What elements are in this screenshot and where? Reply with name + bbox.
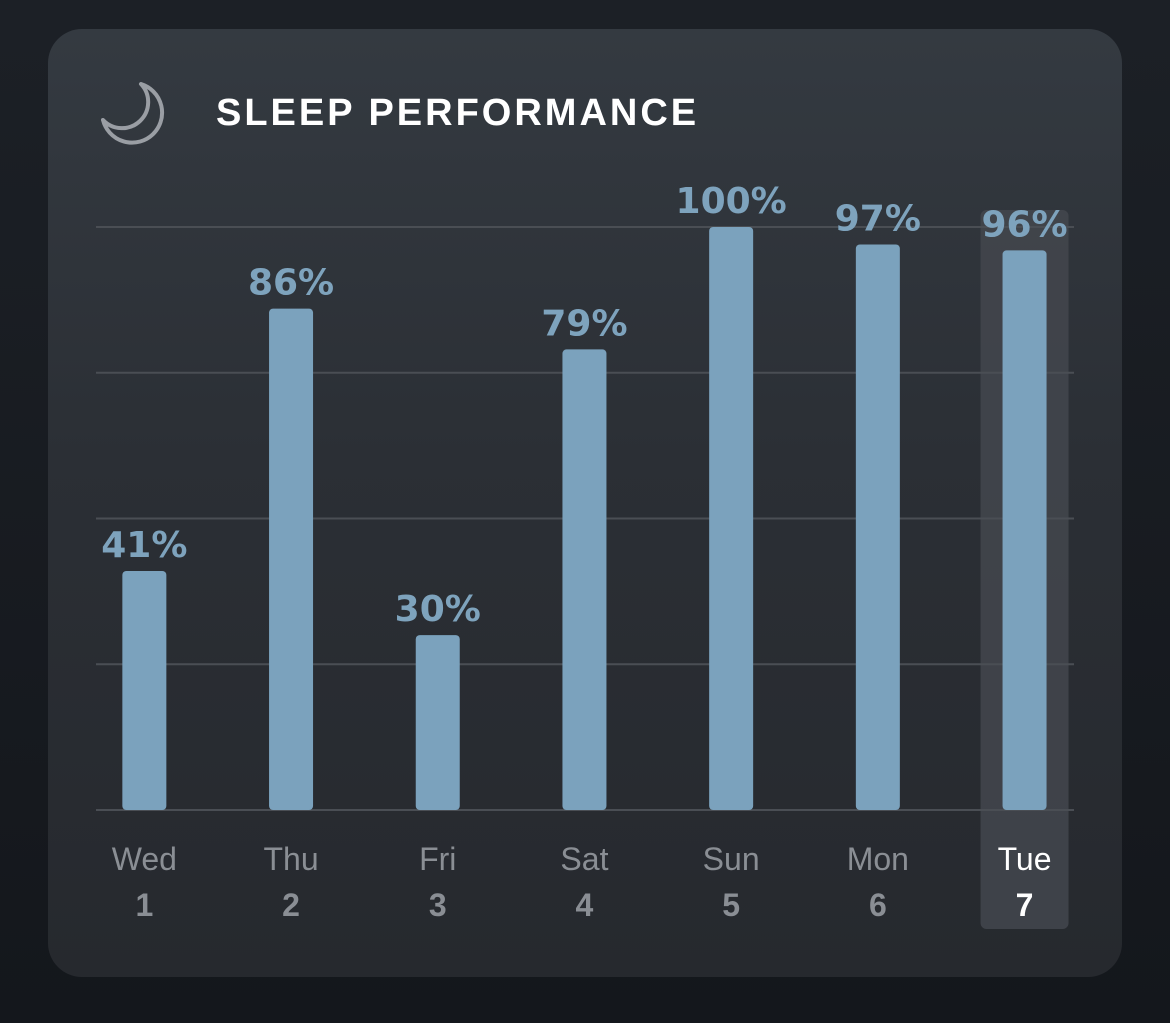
- moon-icon: [101, 82, 165, 145]
- bar-value-label: 41%: [101, 525, 187, 566]
- x-axis-date-label[interactable]: 5: [722, 887, 740, 923]
- bar-mon[interactable]: [855, 244, 900, 811]
- x-axis-day-label[interactable]: Wed: [112, 841, 177, 877]
- x-axis-date-label[interactable]: 2: [282, 887, 300, 923]
- x-axis-date-label[interactable]: 4: [576, 887, 594, 923]
- x-axis-date-label[interactable]: 6: [869, 887, 887, 923]
- x-axis-day-label[interactable]: Sun: [703, 841, 760, 877]
- bar-sun[interactable]: [709, 227, 754, 810]
- bar-value-label: 86%: [248, 263, 334, 304]
- x-axis-day-label[interactable]: Sat: [560, 841, 608, 877]
- bar-tue[interactable]: [1002, 250, 1047, 810]
- bar-sat[interactable]: [562, 349, 607, 810]
- bar-value-label: 96%: [981, 204, 1067, 245]
- bar-value-label: 79%: [541, 303, 627, 344]
- bar-value-label: 100%: [676, 181, 787, 222]
- x-axis-day-label[interactable]: Tue: [998, 841, 1052, 877]
- bar-wed[interactable]: [122, 570, 167, 810]
- x-axis-date-label[interactable]: 3: [429, 887, 447, 923]
- bar-value-label: 97%: [835, 198, 921, 239]
- bar-thu[interactable]: [269, 308, 314, 810]
- card-title: SLEEP PERFORMANCE: [216, 92, 700, 134]
- bar-fri[interactable]: [415, 635, 460, 810]
- bar-value-label: 30%: [395, 589, 481, 630]
- x-axis-date-label[interactable]: 7: [1016, 887, 1034, 923]
- x-axis-date-label[interactable]: 1: [135, 887, 153, 923]
- x-axis-day-label[interactable]: Fri: [419, 841, 456, 877]
- x-axis-day-label[interactable]: Mon: [847, 841, 909, 877]
- x-axis-day-label[interactable]: Thu: [263, 841, 318, 877]
